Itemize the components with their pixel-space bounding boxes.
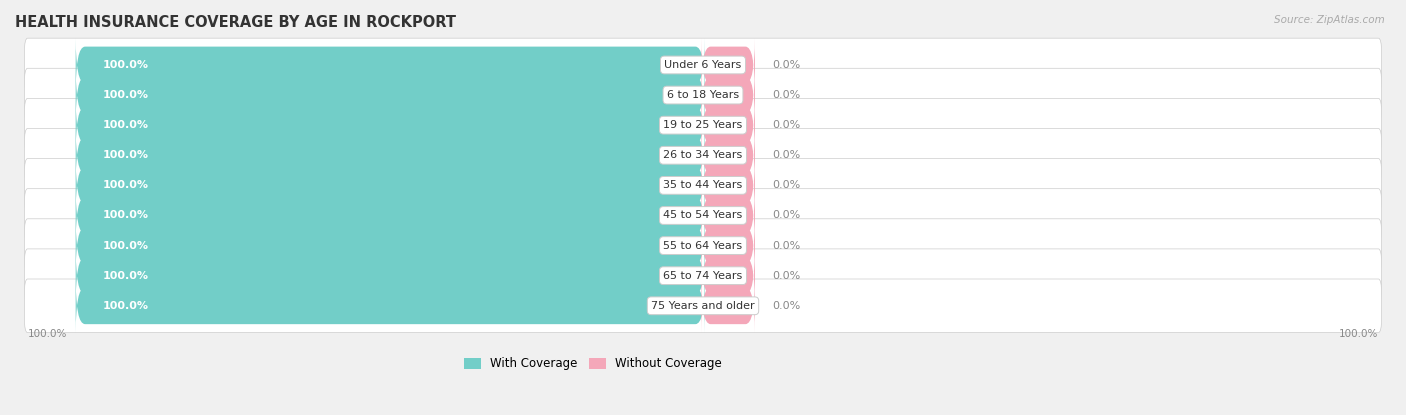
Text: 100.0%: 100.0% — [103, 241, 149, 251]
Text: 100.0%: 100.0% — [103, 301, 149, 311]
FancyBboxPatch shape — [702, 129, 755, 182]
Text: 100.0%: 100.0% — [1339, 329, 1378, 339]
Text: 6 to 18 Years: 6 to 18 Years — [666, 90, 740, 100]
Text: 0.0%: 0.0% — [772, 90, 800, 100]
FancyBboxPatch shape — [24, 219, 1382, 272]
Text: 0.0%: 0.0% — [772, 150, 800, 160]
Text: 100.0%: 100.0% — [103, 181, 149, 190]
FancyBboxPatch shape — [76, 279, 704, 332]
FancyBboxPatch shape — [24, 279, 1382, 332]
Text: 0.0%: 0.0% — [772, 301, 800, 311]
Text: HEALTH INSURANCE COVERAGE BY AGE IN ROCKPORT: HEALTH INSURANCE COVERAGE BY AGE IN ROCK… — [15, 15, 456, 30]
FancyBboxPatch shape — [76, 189, 704, 242]
FancyBboxPatch shape — [702, 38, 755, 92]
Text: Under 6 Years: Under 6 Years — [665, 60, 741, 70]
Text: 35 to 44 Years: 35 to 44 Years — [664, 181, 742, 190]
Text: 0.0%: 0.0% — [772, 210, 800, 220]
FancyBboxPatch shape — [24, 98, 1382, 152]
Text: 100.0%: 100.0% — [103, 271, 149, 281]
Text: Source: ZipAtlas.com: Source: ZipAtlas.com — [1274, 15, 1385, 24]
Text: 100.0%: 100.0% — [103, 210, 149, 220]
FancyBboxPatch shape — [76, 129, 704, 182]
Text: 75 Years and older: 75 Years and older — [651, 301, 755, 311]
Text: 0.0%: 0.0% — [772, 241, 800, 251]
Text: 0.0%: 0.0% — [772, 271, 800, 281]
FancyBboxPatch shape — [76, 68, 704, 122]
Legend: With Coverage, Without Coverage: With Coverage, Without Coverage — [464, 357, 721, 370]
Text: 55 to 64 Years: 55 to 64 Years — [664, 241, 742, 251]
Text: 100.0%: 100.0% — [28, 329, 67, 339]
FancyBboxPatch shape — [76, 219, 704, 272]
FancyBboxPatch shape — [76, 159, 704, 212]
Text: 100.0%: 100.0% — [103, 60, 149, 70]
FancyBboxPatch shape — [24, 159, 1382, 212]
FancyBboxPatch shape — [702, 249, 755, 303]
Text: 0.0%: 0.0% — [772, 120, 800, 130]
FancyBboxPatch shape — [76, 249, 704, 303]
Text: 45 to 54 Years: 45 to 54 Years — [664, 210, 742, 220]
FancyBboxPatch shape — [24, 249, 1382, 303]
FancyBboxPatch shape — [24, 189, 1382, 242]
FancyBboxPatch shape — [24, 129, 1382, 182]
Text: 65 to 74 Years: 65 to 74 Years — [664, 271, 742, 281]
FancyBboxPatch shape — [702, 219, 755, 272]
Text: 100.0%: 100.0% — [103, 90, 149, 100]
FancyBboxPatch shape — [76, 98, 704, 152]
FancyBboxPatch shape — [702, 98, 755, 152]
Text: 19 to 25 Years: 19 to 25 Years — [664, 120, 742, 130]
FancyBboxPatch shape — [702, 159, 755, 212]
Text: 26 to 34 Years: 26 to 34 Years — [664, 150, 742, 160]
FancyBboxPatch shape — [702, 189, 755, 242]
Text: 0.0%: 0.0% — [772, 60, 800, 70]
Text: 100.0%: 100.0% — [103, 150, 149, 160]
FancyBboxPatch shape — [24, 38, 1382, 92]
Text: 100.0%: 100.0% — [103, 120, 149, 130]
FancyBboxPatch shape — [24, 68, 1382, 122]
FancyBboxPatch shape — [702, 279, 755, 332]
FancyBboxPatch shape — [76, 38, 704, 92]
FancyBboxPatch shape — [702, 68, 755, 122]
Text: 0.0%: 0.0% — [772, 181, 800, 190]
